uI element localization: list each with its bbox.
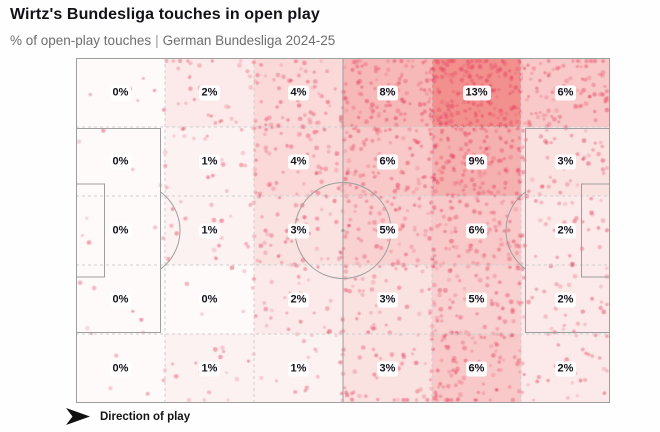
heat-cell-label: 5%: [376, 223, 399, 238]
heat-cell-label: 0%: [198, 292, 221, 307]
heat-cell-label: 1%: [198, 361, 221, 376]
heat-cell-label: 0%: [109, 85, 132, 100]
left-penalty-arc: [159, 191, 181, 270]
heat-cell-label: 0%: [109, 361, 132, 376]
heat-cell-label: 8%: [376, 85, 399, 100]
heat-cell-label: 4%: [287, 85, 310, 100]
direction-of-play: Direction of play: [66, 408, 190, 425]
heat-cell-label: 3%: [376, 361, 399, 376]
heat-cell-label: 2%: [554, 361, 577, 376]
heat-cell-label: 6%: [465, 361, 488, 376]
centre-spot: [341, 228, 345, 233]
heat-cell-label: 0%: [109, 154, 132, 169]
direction-of-play-arrow-icon: [66, 408, 90, 425]
subtitle-separator: |: [155, 33, 159, 48]
heat-cell-label: 5%: [465, 292, 488, 307]
right-penalty-arc: [505, 191, 527, 270]
page-title: Wirtz's Bundesliga touches in open play: [10, 6, 320, 23]
heat-cell-label: 2%: [554, 292, 577, 307]
pitch-markings: [76, 58, 610, 403]
left-goal-area: [76, 183, 105, 278]
heat-cell-label: 0%: [109, 223, 132, 238]
heat-cell-label: 13%: [462, 85, 491, 100]
heat-cell-label: 4%: [287, 154, 310, 169]
heat-cell-label: 2%: [554, 223, 577, 238]
heat-cell-label: 6%: [465, 223, 488, 238]
subtitle-metric: % of open-play touches: [10, 33, 152, 48]
heat-cell-label: 3%: [554, 154, 577, 169]
heat-cell-label: 1%: [198, 223, 221, 238]
heat-cell-label: 9%: [465, 154, 488, 169]
right-goal-area: [581, 183, 610, 278]
heat-cell-label: 2%: [198, 85, 221, 100]
heat-cell-label: 1%: [287, 361, 310, 376]
heat-cell-label: 2%: [287, 292, 310, 307]
heat-cell-label: 0%: [109, 292, 132, 307]
direction-of-play-label: Direction of play: [100, 410, 191, 423]
percentage-labels-layer: 0% 2% 4% 8% 13% 6% 0% 1% 4% 6% 9% 3% 0% 1% 3% 5% 6% 2% 0% 0…: [76, 58, 610, 403]
chart-subtitle: % of open-play touches | German Bundesliga…: [10, 33, 335, 48]
heat-cell-label: 6%: [376, 154, 399, 169]
heat-cell-label: 1%: [198, 154, 221, 169]
heat-cell-label: 6%: [554, 85, 577, 100]
football-pitch-heatmap: 0% 2% 4% 8% 13% 6% 0% 1% 4% 6% 9% 3% 0% 1% 3% 5% 6% 2% 0% 0…: [76, 58, 610, 403]
heat-cell-label: 3%: [376, 292, 399, 307]
subtitle-competition: German Bundesliga 2024-25: [162, 33, 336, 48]
heat-cell-label: 3%: [287, 223, 310, 238]
